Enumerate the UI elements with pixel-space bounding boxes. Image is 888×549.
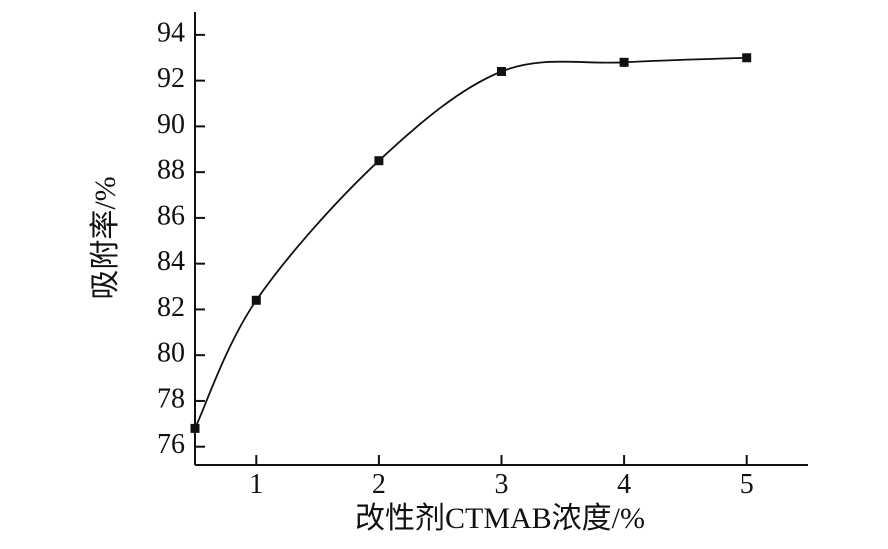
x-axis-label: 改性剂CTMAB浓度/% bbox=[355, 502, 645, 535]
x-tick-label: 5 bbox=[740, 469, 754, 500]
y-axis-label: 吸附率/% bbox=[89, 176, 122, 299]
data-point bbox=[190, 423, 200, 433]
data-point bbox=[374, 156, 384, 166]
y-tick-label: 90 bbox=[157, 109, 185, 140]
x-tick-label: 2 bbox=[372, 469, 386, 500]
y-tick-label: 82 bbox=[157, 292, 185, 323]
x-tick-label: 4 bbox=[617, 469, 631, 500]
data-point bbox=[742, 53, 752, 63]
y-tick-label: 86 bbox=[157, 200, 185, 231]
x-tick-label: 1 bbox=[249, 469, 263, 500]
x-tick-label: 3 bbox=[495, 469, 509, 500]
y-tick-label: 80 bbox=[157, 338, 185, 369]
y-tick-label: 76 bbox=[157, 429, 185, 460]
y-tick-label: 84 bbox=[157, 246, 185, 277]
y-tick-label: 78 bbox=[157, 383, 185, 414]
y-tick-label: 94 bbox=[157, 17, 185, 48]
data-point bbox=[497, 66, 506, 76]
data-point bbox=[251, 295, 261, 305]
y-tick-label: 88 bbox=[157, 155, 185, 186]
data-point bbox=[619, 57, 629, 67]
data-line bbox=[194, 56, 747, 429]
y-tick-label: 92 bbox=[157, 63, 185, 94]
